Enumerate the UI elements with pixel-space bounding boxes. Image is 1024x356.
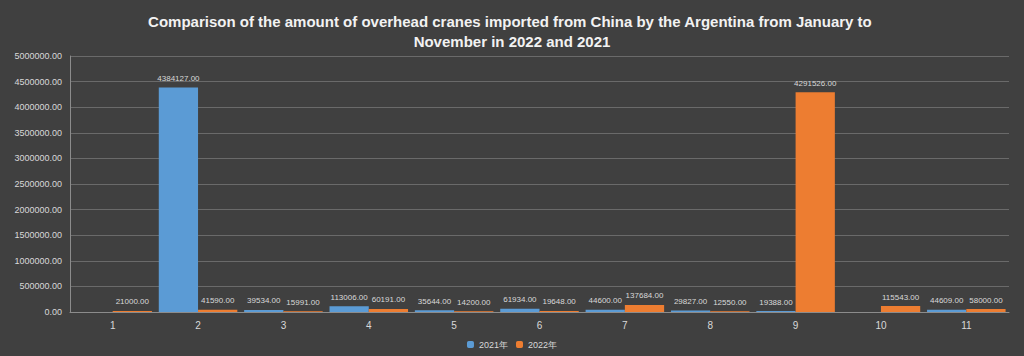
- svg-text:2022年: 2022年: [528, 340, 557, 350]
- svg-text:5: 5: [451, 320, 457, 331]
- svg-text:2000000.00: 2000000.00: [14, 205, 62, 215]
- svg-text:115543.00: 115543.00: [882, 293, 920, 302]
- svg-text:Comparison of the amount of ov: Comparison of the amount of overhead cra…: [148, 13, 876, 30]
- svg-text:60191.00: 60191.00: [372, 295, 406, 304]
- svg-text:113006.00: 113006.00: [331, 293, 369, 302]
- svg-text:44609.00: 44609.00: [930, 296, 964, 305]
- svg-text:1500000.00: 1500000.00: [14, 230, 62, 240]
- svg-text:November in 2022 and 2021: November in 2022 and 2021: [414, 33, 611, 50]
- svg-text:4500000.00: 4500000.00: [14, 77, 62, 87]
- svg-text:2021年: 2021年: [479, 340, 508, 350]
- svg-text:3: 3: [281, 320, 287, 331]
- svg-text:7: 7: [622, 320, 628, 331]
- svg-text:0.00: 0.00: [44, 307, 62, 317]
- svg-text:10: 10: [875, 320, 887, 331]
- svg-text:58000.00: 58000.00: [969, 296, 1003, 305]
- svg-text:8: 8: [707, 320, 713, 331]
- svg-text:4291526.00: 4291526.00: [794, 79, 837, 88]
- svg-text:19648.00: 19648.00: [542, 297, 576, 306]
- svg-text:4000000.00: 4000000.00: [14, 102, 62, 112]
- svg-text:3500000.00: 3500000.00: [14, 128, 62, 138]
- svg-text:9: 9: [793, 320, 799, 331]
- svg-text:137684.00: 137684.00: [626, 291, 664, 300]
- svg-text:21000.00: 21000.00: [116, 297, 150, 306]
- svg-text:4: 4: [366, 320, 372, 331]
- svg-text:11: 11: [961, 320, 972, 331]
- svg-text:3000000.00: 3000000.00: [14, 153, 62, 163]
- svg-text:500000.00: 500000.00: [19, 281, 62, 291]
- svg-text:39534.00: 39534.00: [247, 296, 281, 305]
- svg-text:6: 6: [537, 320, 543, 331]
- svg-text:5000000.00: 5000000.00: [14, 51, 62, 61]
- svg-text:19388.00: 19388.00: [759, 298, 793, 307]
- svg-text:1000000.00: 1000000.00: [14, 256, 62, 266]
- svg-text:44600.00: 44600.00: [589, 296, 623, 305]
- svg-text:12550.00: 12550.00: [713, 298, 747, 307]
- svg-text:61934.00: 61934.00: [503, 295, 537, 304]
- svg-text:4384127.00: 4384127.00: [157, 74, 200, 83]
- svg-text:2500000.00: 2500000.00: [14, 179, 62, 189]
- svg-text:29827.00: 29827.00: [674, 297, 708, 306]
- svg-text:41590.00: 41590.00: [201, 296, 235, 305]
- svg-text:15991.00: 15991.00: [286, 298, 320, 307]
- svg-text:2: 2: [195, 320, 201, 331]
- svg-text:1: 1: [110, 320, 116, 331]
- svg-text:35644.00: 35644.00: [418, 297, 452, 306]
- svg-text:14200.00: 14200.00: [457, 298, 491, 307]
